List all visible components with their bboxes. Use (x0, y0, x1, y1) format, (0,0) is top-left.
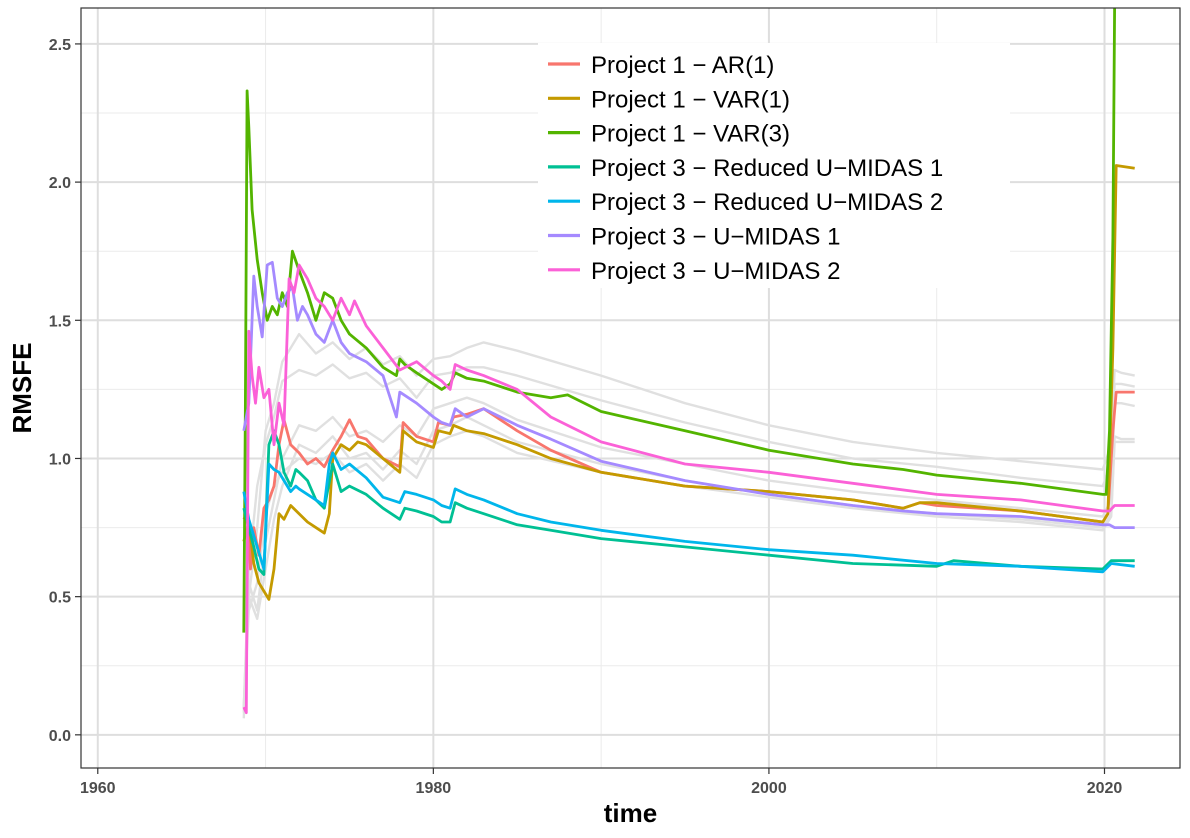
y-axis-title: RMSFE (7, 343, 37, 434)
series-line-project-1-var-1 (242, 164, 1135, 601)
legend-item-project-3-u-midas-1: Project 3 − U−MIDAS 1 (548, 224, 840, 251)
y-tick-label: 2.0 (49, 175, 71, 192)
legend-item-project-3-reduced-u-midas-2: Project 3 − Reduced U−MIDAS 2 (548, 189, 943, 216)
y-axis-ticks: 0.0 0.5 1.0 1.5 2.0 2.5 (49, 37, 81, 745)
series-line-project-3-u-midas-1 (242, 260, 1135, 529)
legend-background (538, 43, 1010, 288)
legend-item-project-1-ar-1: Project 1 − AR(1) (548, 52, 774, 79)
background-series-line (242, 363, 1135, 708)
legend: Project 1 − AR(1) Project 1 − VAR(1) Proje… (538, 43, 1010, 288)
y-tick-label: 0.0 (49, 728, 71, 745)
legend-label: Project 3 − Reduced U−MIDAS 1 (591, 155, 943, 182)
y-tick-label: 2.5 (49, 37, 71, 54)
x-tick-label: 1980 (416, 780, 452, 797)
y-tick-label: 1.5 (49, 313, 71, 330)
background-series-line (242, 396, 1135, 708)
background-series-line (242, 415, 1135, 708)
series-lines-group (242, 8, 1135, 715)
legend-label: Project 3 − U−MIDAS 2 (591, 258, 840, 285)
legend-item-project-3-u-midas-2: Project 3 − U−MIDAS 2 (548, 258, 840, 285)
legend-label: Project 1 − AR(1) (591, 52, 774, 79)
series-line-project-3-reduced-u-midas-2 (242, 451, 1135, 574)
series-line-project-3-reduced-u-midas-1 (242, 429, 1135, 576)
x-axis-ticks: 1960 1980 2000 2020 (80, 768, 1122, 797)
legend-label: Project 3 − U−MIDAS 1 (591, 224, 840, 251)
legend-item-project-1-var-3: Project 1 − VAR(3) (548, 121, 790, 148)
series-line-project-3-u-midas-2 (242, 263, 1135, 715)
series-line-project-1-var-3 (242, 8, 1116, 633)
legend-item-project-1-var-1: Project 1 − VAR(1) (548, 86, 790, 113)
x-tick-label: 2020 (1087, 780, 1123, 797)
legend-label: Project 1 − VAR(3) (591, 121, 790, 148)
y-tick-label: 0.5 (49, 590, 71, 607)
x-tick-label: 2000 (751, 780, 787, 797)
x-axis-title: time (604, 798, 657, 828)
legend-label: Project 3 − Reduced U−MIDAS 2 (591, 189, 943, 216)
y-tick-label: 1.0 (49, 451, 71, 468)
panel-border (80, 7, 1181, 769)
background-series-line (242, 332, 1135, 719)
legend-item-project-3-reduced-u-midas-1: Project 3 − Reduced U−MIDAS 1 (548, 155, 943, 182)
legend-label: Project 1 − VAR(1) (591, 86, 790, 113)
x-tick-label: 1960 (80, 780, 116, 797)
